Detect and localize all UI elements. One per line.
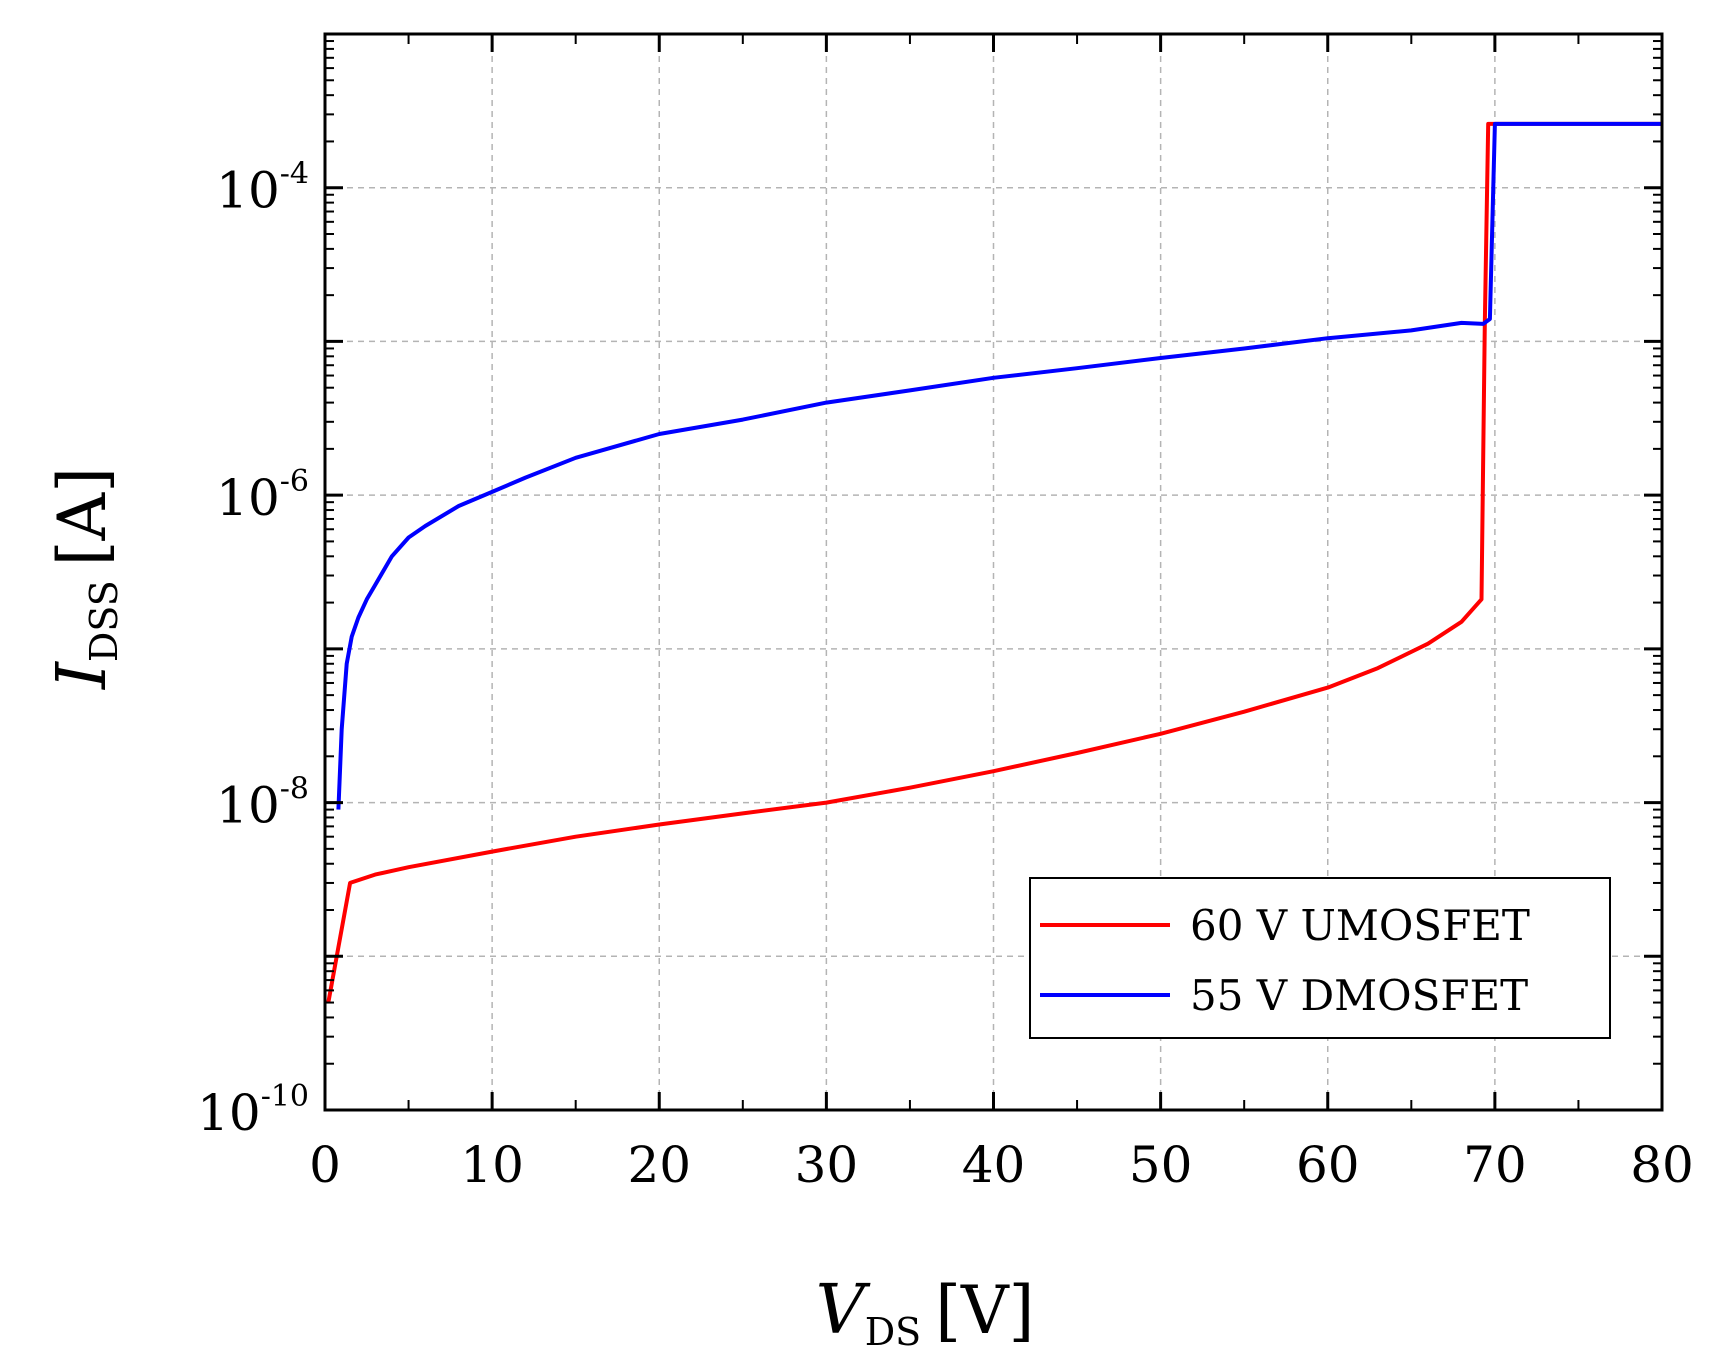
y-axis-symbol: I [43,661,122,691]
y-tick-base: 10 [216,469,280,527]
x-axis-title: VDS [V] [816,1271,1035,1352]
axis-ticks [323,32,1664,1112]
y-axis-subscript: DSS [82,580,126,662]
x-tick-label: 70 [1463,1136,1527,1194]
x-tick-label: 60 [1296,1136,1360,1194]
y-tick-label: 10-10 [197,1079,309,1142]
plot-frame [323,32,1664,1112]
series-group [326,121,1662,1003]
legend-label-dmosfet: 55 V DMOSFET [1190,971,1528,1020]
y-axis-title: IDSS [A] [43,467,126,691]
y-tick-exponent: -6 [280,464,309,499]
x-axis-unit: [V] [935,1272,1034,1349]
y-tick-label: 10-8 [216,772,309,835]
series-line-dmosfet [336,121,1662,810]
y-tick-exponent: -10 [261,1079,309,1114]
y-tick-base: 10 [197,1084,261,1142]
y-tick-label: 10-6 [216,464,309,527]
x-tick-label: 80 [1630,1136,1694,1194]
tick-labels-x: 0 10 20 30 40 50 60 70 80 [309,1136,1694,1194]
x-tick-label: 10 [460,1136,524,1194]
x-tick-label: 30 [795,1136,859,1194]
x-tick-label: 20 [627,1136,691,1194]
x-tick-label: 0 [309,1136,341,1194]
x-axis-subscript: DS [865,1310,922,1352]
y-tick-label: 10-4 [216,157,309,220]
x-tick-label: 50 [1129,1136,1193,1194]
y-tick-base: 10 [216,162,280,220]
y-axis-unit: [A] [44,467,121,566]
x-axis-symbol: V [816,1271,871,1350]
legend-label-umosfet: 60 V UMOSFET [1190,901,1530,950]
series-line-umosfet [326,121,1662,1003]
x-tick-label: 40 [962,1136,1026,1194]
y-tick-base: 10 [216,777,280,835]
legend: 60 V UMOSFET 55 V DMOSFET [1029,877,1611,1039]
y-tick-exponent: -8 [280,772,309,807]
legend-box [1029,877,1611,1039]
y-tick-exponent: -4 [280,157,309,192]
